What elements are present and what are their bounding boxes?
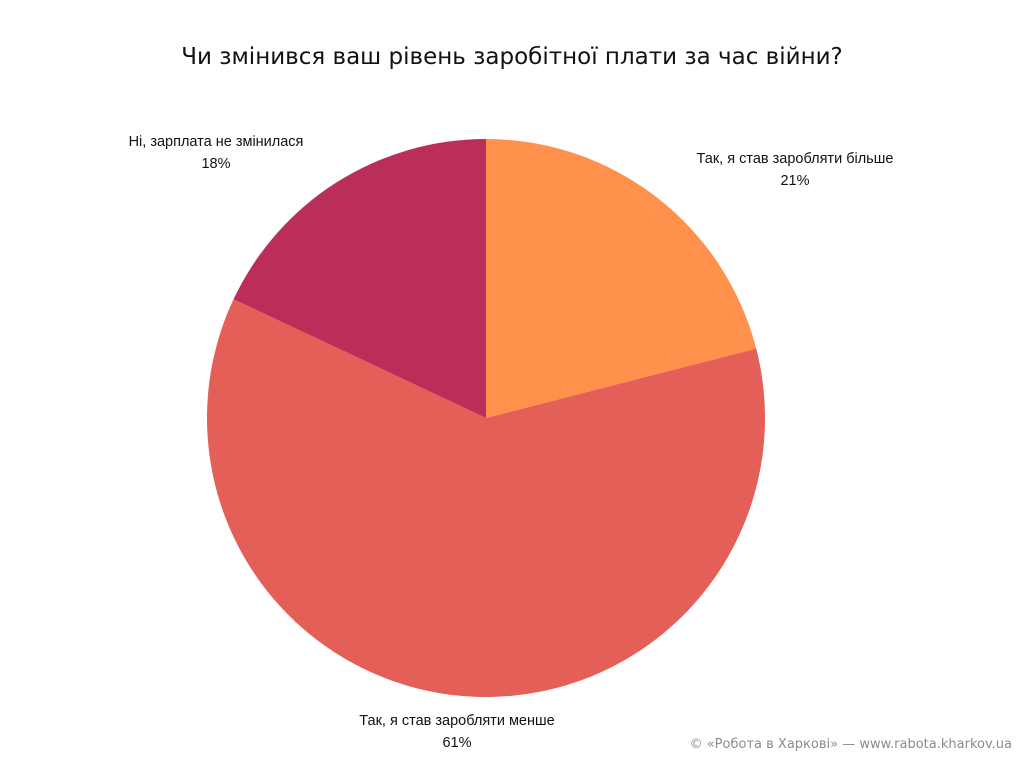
slice-label-same: Ні, зарплата не змінилася 18%: [96, 131, 336, 175]
slice-label-same-value: 18%: [201, 156, 231, 172]
slice-label-less-value: 61%: [442, 735, 472, 751]
slice-less: [207, 299, 765, 697]
slice-label-more-value: 21%: [780, 173, 810, 189]
slice-more: [486, 139, 757, 418]
slice-label-less-text: Так, я став заробляти менше: [359, 713, 555, 729]
copyright-watermark: © «Робота в Харкові» — www.rabota.kharko…: [689, 737, 1012, 752]
slice-label-less: Так, я став заробляти менше 61%: [325, 710, 589, 754]
slice-label-more: Так, я став заробляти більше 21%: [672, 148, 918, 192]
slice-same: [233, 139, 486, 418]
slice-label-more-text: Так, я став заробляти більше: [696, 151, 894, 167]
slice-label-same-text: Ні, зарплата не змінилася: [128, 134, 304, 150]
chart-title: Чи змінився ваш рівень заробітної плати …: [181, 44, 843, 70]
